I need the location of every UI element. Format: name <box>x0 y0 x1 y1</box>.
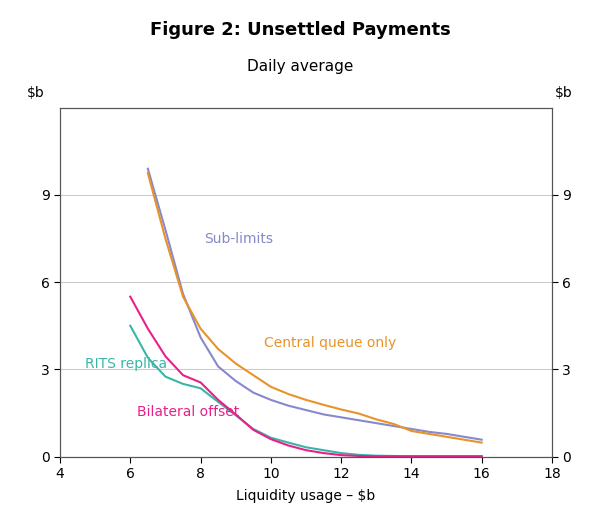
Text: Figure 2: Unsettled Payments: Figure 2: Unsettled Payments <box>149 21 451 38</box>
Text: Sub-limits: Sub-limits <box>204 231 273 246</box>
Text: RITS replica: RITS replica <box>85 357 167 370</box>
Text: Central queue only: Central queue only <box>264 336 396 350</box>
Text: $b: $b <box>27 86 45 100</box>
Text: Daily average: Daily average <box>247 59 353 74</box>
X-axis label: Liquidity usage – $b: Liquidity usage – $b <box>236 489 376 503</box>
Text: Bilateral offset: Bilateral offset <box>137 405 239 419</box>
Text: $b: $b <box>555 86 573 100</box>
